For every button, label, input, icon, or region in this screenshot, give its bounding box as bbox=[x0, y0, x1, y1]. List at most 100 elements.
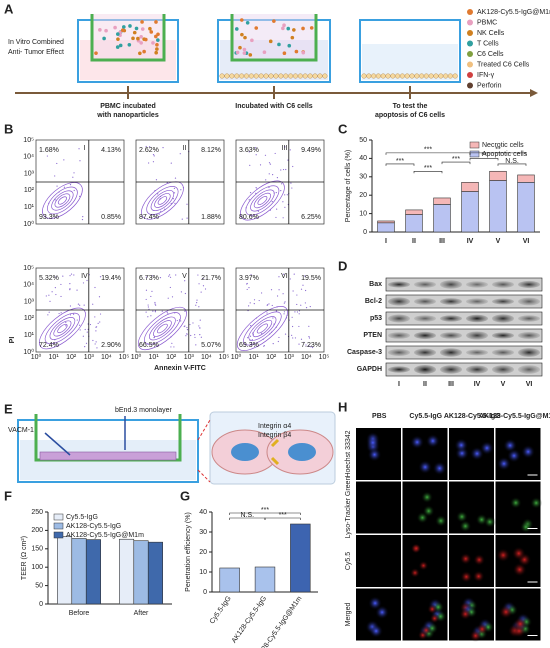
c6-cell bbox=[452, 73, 458, 79]
c6-cell bbox=[243, 73, 249, 79]
c6-cell bbox=[283, 73, 289, 79]
panel-letter: A bbox=[4, 1, 14, 16]
event-dot bbox=[69, 184, 72, 186]
event-dot bbox=[63, 186, 66, 188]
nucleus bbox=[521, 444, 536, 459]
event-dot bbox=[258, 299, 260, 302]
cell bbox=[262, 50, 267, 54]
event-dot bbox=[309, 305, 311, 308]
legend-label: NK Cells bbox=[477, 30, 505, 37]
cell bbox=[235, 50, 240, 55]
contour bbox=[44, 312, 81, 345]
event-dot bbox=[78, 148, 80, 150]
event-dot bbox=[169, 276, 172, 278]
cell bbox=[242, 47, 247, 52]
event-dot bbox=[253, 299, 256, 301]
cell bbox=[154, 50, 158, 55]
event-dot bbox=[269, 163, 272, 165]
cell bbox=[136, 36, 140, 41]
band bbox=[388, 281, 410, 288]
band bbox=[414, 331, 436, 340]
contour bbox=[248, 316, 277, 341]
cell bbox=[156, 32, 160, 37]
event-dot bbox=[176, 319, 178, 322]
step-label: Incubated with C6 cells bbox=[235, 103, 313, 110]
cy55 bbox=[496, 548, 511, 563]
event-dot bbox=[160, 210, 162, 212]
event-dot bbox=[277, 340, 279, 343]
legend-label: Cy5.5-IgG bbox=[66, 514, 98, 521]
cell bbox=[131, 36, 135, 41]
event-dot bbox=[310, 346, 312, 348]
band bbox=[440, 332, 462, 339]
event-dot bbox=[184, 292, 186, 295]
legend-icon bbox=[467, 82, 473, 89]
event-dot bbox=[198, 283, 200, 285]
event-dot bbox=[171, 342, 173, 344]
lyso bbox=[434, 514, 447, 527]
y-tick-label: 10¹ bbox=[24, 332, 35, 339]
x-tick-label: 10⁰ bbox=[231, 353, 242, 361]
side-text: Anti- Tumor Effect bbox=[8, 49, 64, 56]
c6-cell bbox=[219, 73, 225, 79]
c6-cell bbox=[447, 73, 453, 79]
event-dot bbox=[48, 311, 50, 313]
event-dot bbox=[280, 190, 282, 192]
event-dot bbox=[62, 275, 64, 277]
event-dot bbox=[184, 280, 186, 282]
cell bbox=[301, 26, 305, 31]
contour bbox=[146, 186, 179, 215]
event-dot bbox=[54, 175, 56, 177]
c6-cell bbox=[399, 73, 405, 79]
event-dot bbox=[196, 299, 198, 301]
panel-letter: F bbox=[4, 488, 12, 503]
event-dot bbox=[266, 312, 268, 314]
column-label: VI bbox=[526, 381, 533, 388]
event-dot bbox=[197, 274, 199, 276]
event-dot bbox=[293, 273, 295, 275]
event-dot bbox=[154, 311, 156, 313]
event-dot bbox=[308, 325, 310, 327]
y-tick-label: 0 bbox=[363, 229, 367, 236]
y-tick-label: 50 bbox=[359, 137, 367, 144]
event-dot bbox=[180, 189, 182, 191]
y-tick-label: 10³ bbox=[24, 170, 35, 177]
cell bbox=[139, 35, 143, 39]
x-tick-label: I bbox=[385, 238, 387, 245]
x-tick-label: 10¹ bbox=[49, 354, 60, 361]
cy55 bbox=[473, 553, 486, 566]
legend-label: AK128-Cy5.5-IgG@M1m bbox=[477, 9, 550, 16]
cell bbox=[287, 43, 292, 48]
bar bbox=[377, 222, 395, 233]
event-dot bbox=[94, 343, 96, 345]
band bbox=[466, 365, 488, 374]
schematic-label: VACM-1 bbox=[8, 427, 34, 434]
event-dot bbox=[83, 304, 85, 306]
event-dot bbox=[86, 279, 88, 282]
x-tick-label: AK128-Cy5.5-IgG bbox=[231, 595, 268, 644]
nucleus bbox=[418, 460, 433, 475]
event-dot bbox=[145, 289, 148, 291]
quadrant-value: 21.7% bbox=[201, 275, 221, 282]
band bbox=[414, 315, 436, 322]
legend-swatch bbox=[53, 513, 64, 521]
event-dot bbox=[145, 298, 147, 301]
c6-cell bbox=[423, 73, 429, 79]
cell bbox=[309, 26, 314, 30]
x-tick-label: II bbox=[412, 238, 416, 245]
event-dot bbox=[308, 337, 311, 339]
cell bbox=[151, 41, 155, 45]
nucleus bbox=[367, 447, 382, 462]
event-dot bbox=[291, 187, 293, 189]
event-dot bbox=[65, 321, 67, 324]
panel-a-art bbox=[15, 14, 538, 99]
x-tick-label: III bbox=[439, 238, 445, 245]
cy55 bbox=[410, 567, 421, 578]
y-tick-label: 10² bbox=[24, 315, 35, 322]
contour bbox=[53, 320, 72, 337]
event-dot bbox=[47, 314, 49, 316]
c6-cell bbox=[273, 73, 279, 79]
cy55 bbox=[421, 625, 432, 636]
significance-label: N.S. bbox=[241, 512, 255, 519]
